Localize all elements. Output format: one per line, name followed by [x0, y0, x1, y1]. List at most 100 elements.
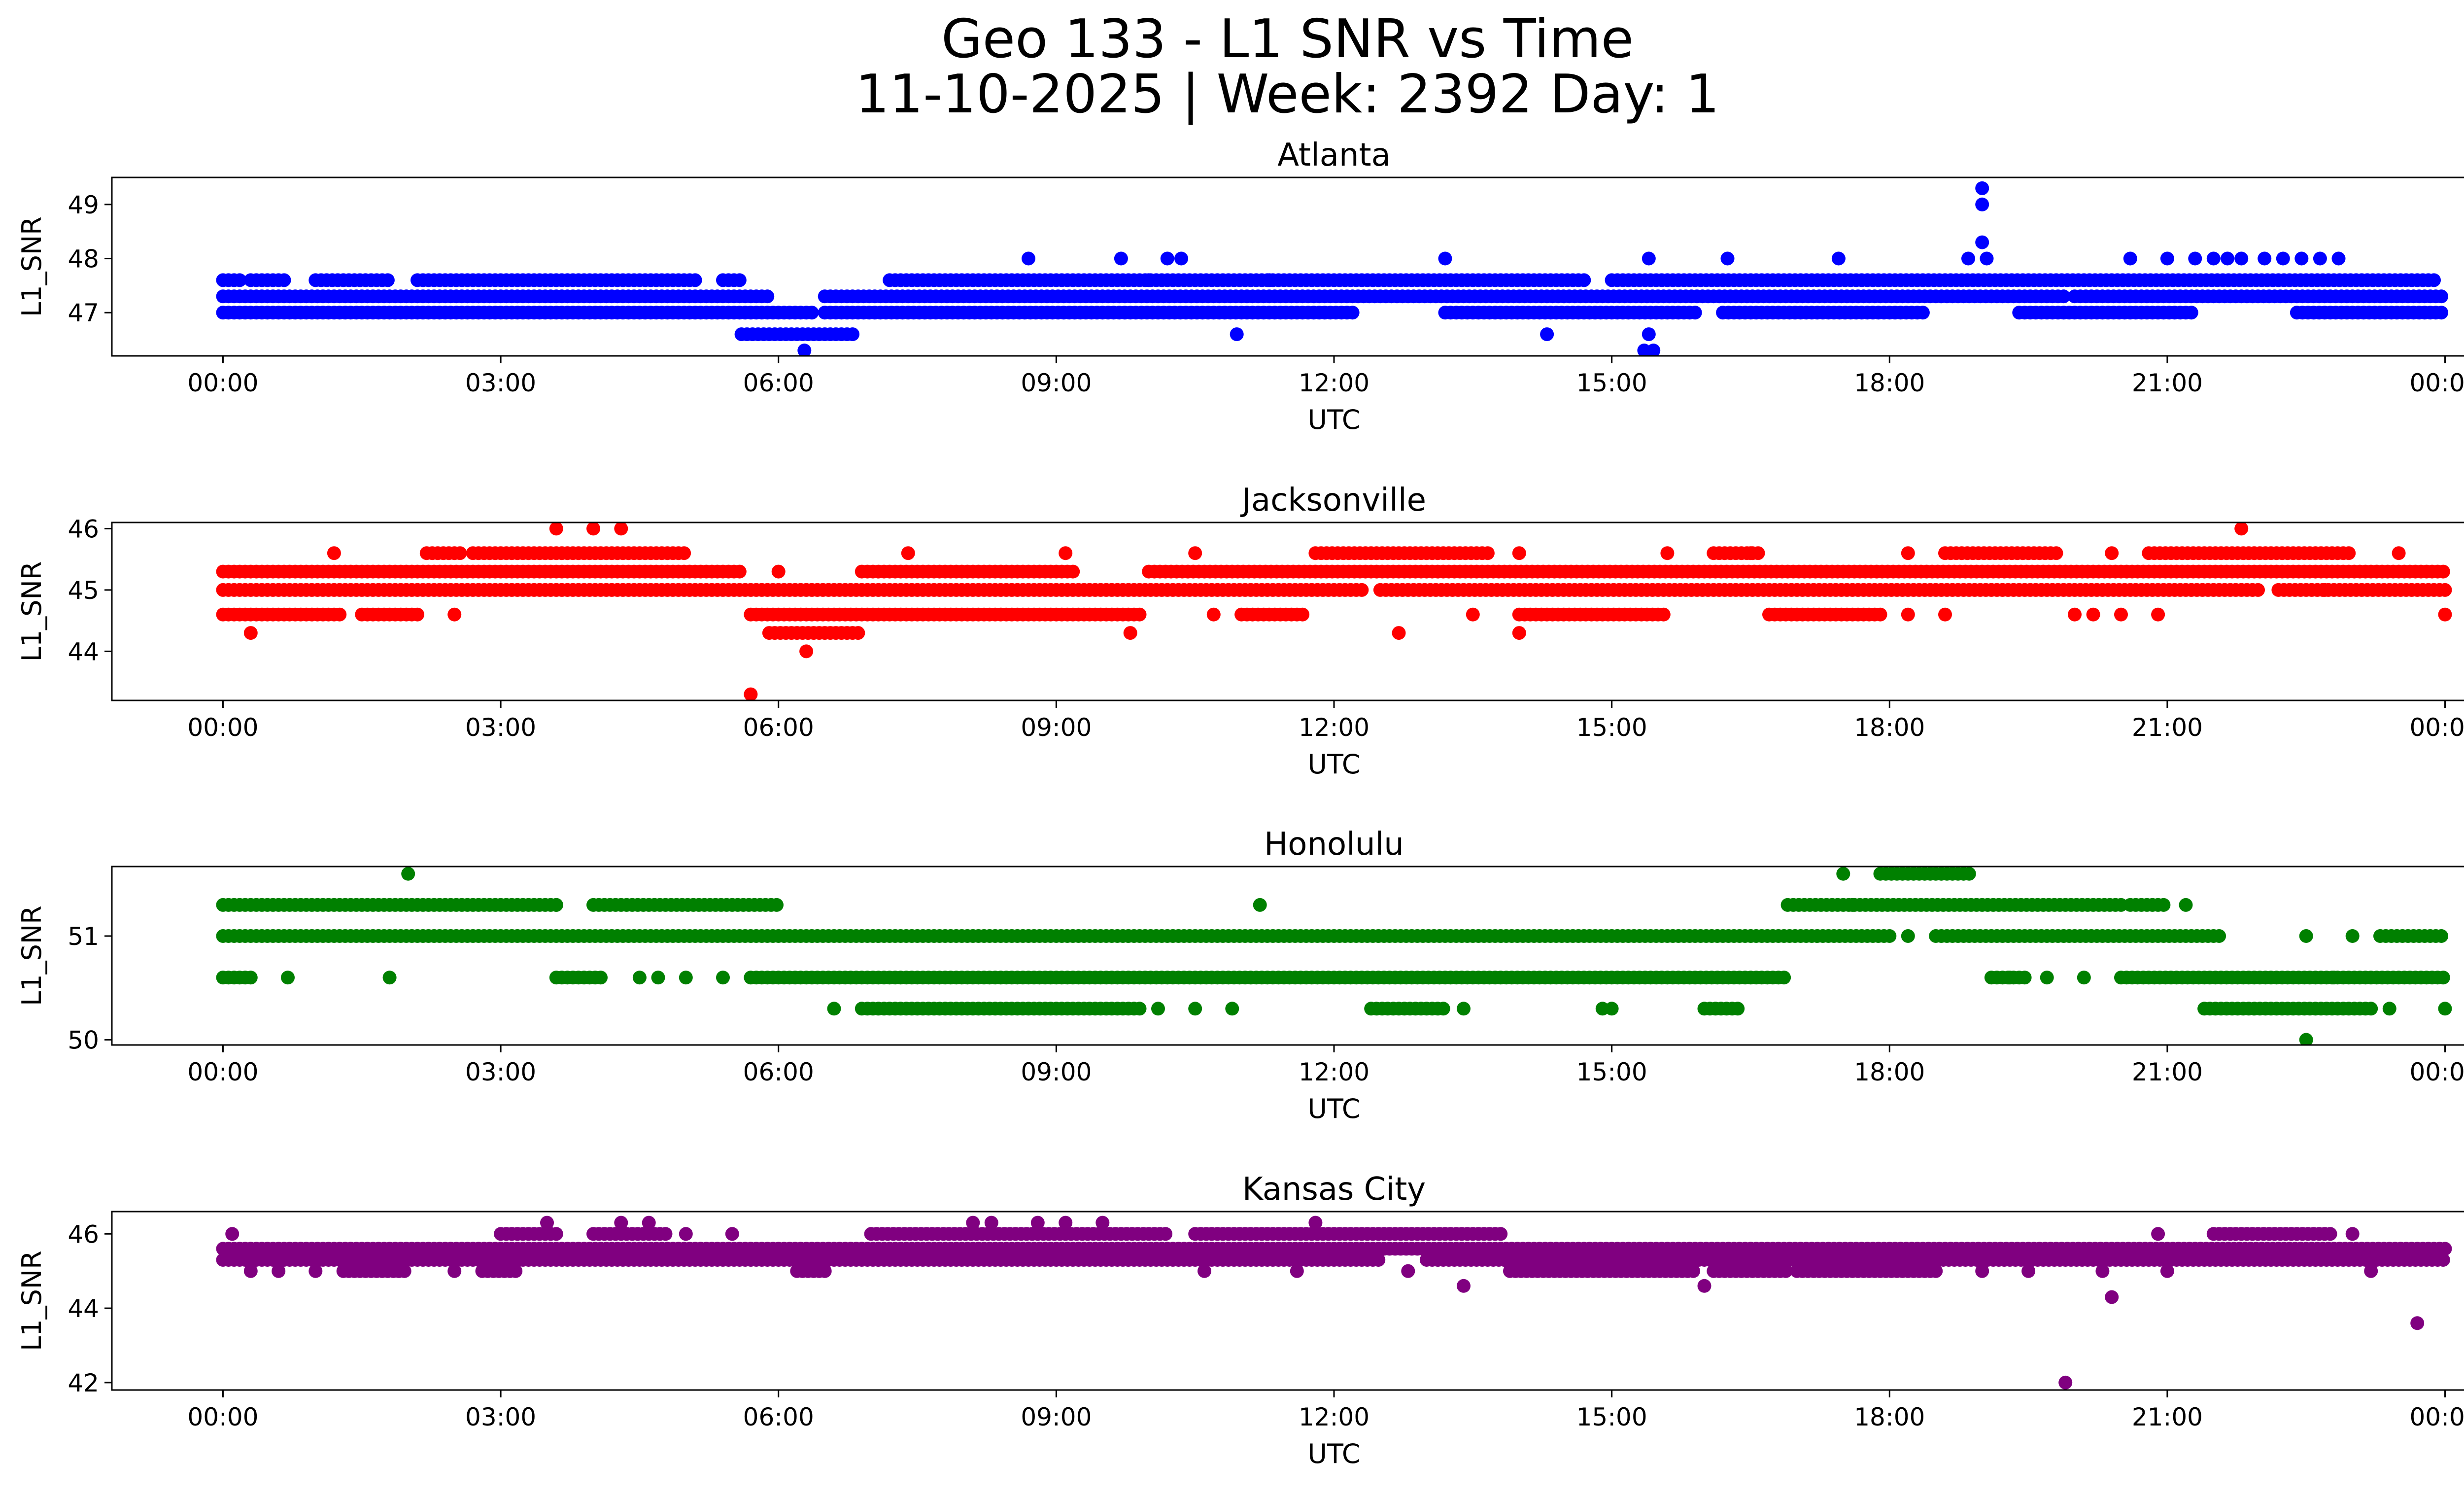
data-point	[1371, 1253, 1386, 1267]
data-point	[679, 1227, 693, 1241]
data-point	[2105, 546, 2119, 560]
x-tick-label: 12:00	[1299, 713, 1369, 742]
data-point	[2276, 251, 2290, 266]
data-point	[1174, 251, 1188, 266]
data-point	[2021, 1264, 2036, 1278]
data-point	[2434, 289, 2448, 304]
data-point	[2345, 1227, 2360, 1241]
data-point	[1646, 344, 1661, 356]
data-point	[2077, 971, 2091, 985]
x-tick-label: 00:00	[2409, 713, 2464, 742]
data-point	[1123, 626, 1137, 640]
y-tick-label: 47	[68, 299, 99, 327]
data-point	[1916, 306, 1930, 320]
y-tick-label: 45	[68, 576, 99, 605]
data-point	[688, 273, 702, 287]
data-point	[2294, 251, 2309, 266]
data-point	[677, 546, 691, 560]
data-point	[2438, 583, 2452, 597]
data-point	[2299, 1033, 2313, 1045]
y-tick-label: 44	[68, 1294, 99, 1323]
data-point	[901, 546, 915, 560]
data-point	[1466, 607, 1480, 622]
data-point	[1642, 327, 1656, 342]
axes-frame	[111, 176, 2464, 357]
x-tick-label: 00:00	[187, 1403, 258, 1431]
x-tick-label: 06:00	[743, 369, 814, 397]
data-point	[1095, 1216, 1110, 1230]
x-tick-label: 15:00	[1576, 1058, 1647, 1086]
data-point	[327, 546, 341, 560]
data-point	[2318, 583, 2332, 597]
data-point	[281, 971, 295, 985]
data-point	[2206, 251, 2221, 266]
x-tick-label: 00:00	[187, 713, 258, 742]
data-point	[1253, 898, 1267, 912]
data-point	[1159, 1227, 1173, 1241]
data-point	[1873, 607, 1887, 622]
data-point	[2151, 607, 2165, 622]
data-point	[2095, 1264, 2110, 1278]
data-point	[243, 1264, 258, 1278]
x-tick-label: 18:00	[1854, 1058, 1925, 1086]
data-point	[1605, 1002, 1619, 1016]
subplot-title: Honolulu	[1264, 826, 1404, 863]
data-point	[1059, 1216, 1073, 1230]
data-point	[1901, 607, 1915, 622]
data-point	[586, 522, 600, 536]
data-point	[1512, 626, 1526, 640]
data-point	[2438, 1002, 2452, 1016]
data-point	[614, 1216, 628, 1230]
data-point	[2258, 251, 2272, 266]
data-point	[1262, 273, 1276, 287]
data-point	[851, 626, 865, 640]
x-tick-label: 21:00	[2132, 369, 2203, 397]
data-point	[651, 971, 665, 985]
data-point	[2436, 971, 2450, 985]
data-point	[658, 1227, 673, 1241]
data-point	[2427, 273, 2441, 287]
data-point	[1744, 546, 1758, 560]
data-point	[805, 306, 819, 320]
data-point	[549, 898, 563, 912]
data-point	[2299, 929, 2313, 943]
data-point	[1296, 607, 1310, 622]
data-point	[732, 564, 747, 579]
y-tick-label: 49	[68, 191, 99, 219]
x-tick-label: 00:00	[187, 1058, 258, 1086]
data-point	[1290, 1264, 1304, 1278]
y-tick-label: 46	[68, 515, 99, 543]
y-axis-label: L1_SNR	[16, 561, 47, 662]
y-tick-label: 46	[68, 1220, 99, 1249]
data-point	[797, 344, 812, 356]
x-tick-label: 03:00	[465, 1403, 536, 1431]
data-point	[401, 867, 415, 881]
data-point	[2234, 522, 2249, 536]
data-point	[411, 607, 424, 622]
data-point	[1938, 607, 1952, 622]
y-tick-label: 42	[68, 1369, 99, 1397]
x-tick-label: 21:00	[2132, 1058, 2203, 1086]
data-point	[453, 546, 467, 560]
data-point	[2018, 971, 2032, 985]
data-point	[1720, 251, 1735, 266]
data-point	[2151, 1227, 2165, 1241]
data-point	[1308, 1216, 1323, 1230]
x-tick-label: 12:00	[1299, 1403, 1369, 1431]
data-point	[233, 273, 247, 287]
data-point	[594, 971, 608, 985]
data-point	[1831, 251, 1846, 266]
data-point	[732, 273, 747, 287]
x-axis-label: UTC	[1307, 1438, 1360, 1469]
data-point	[2003, 971, 2017, 985]
data-point	[1198, 1264, 1211, 1278]
data-point	[1975, 235, 1989, 249]
data-point	[1577, 273, 1591, 287]
x-tick-label: 00:00	[187, 369, 258, 397]
data-point	[2434, 306, 2448, 320]
data-point	[2234, 251, 2249, 266]
data-points	[216, 1216, 2452, 1390]
data-point	[1392, 626, 1406, 640]
data-point	[2327, 971, 2341, 985]
